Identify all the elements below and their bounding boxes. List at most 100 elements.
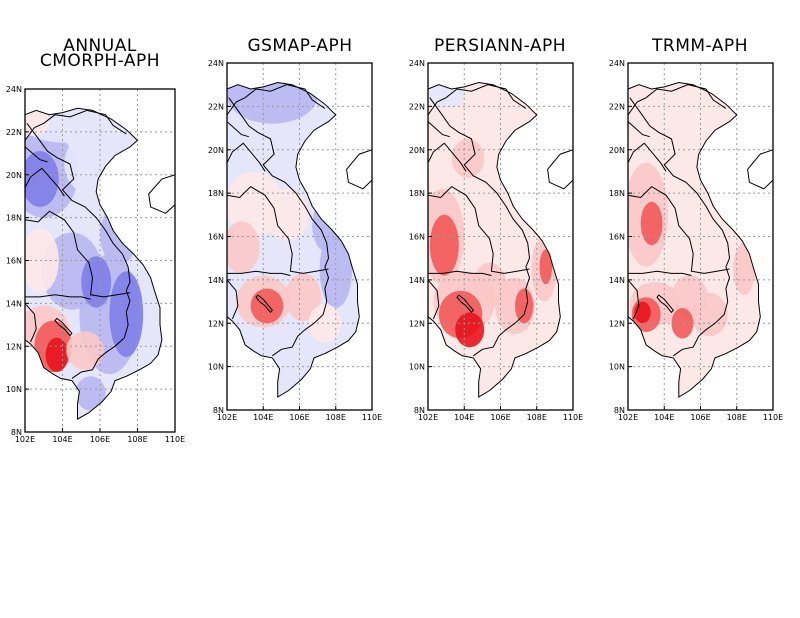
panel-title-gsmap: GSMAP-APH bbox=[247, 36, 353, 56]
y-tick-label: 20N bbox=[609, 146, 625, 155]
anomaly-patch bbox=[45, 337, 69, 372]
y-tick-label: 18N bbox=[609, 189, 625, 198]
y-tick-label: 20N bbox=[208, 146, 224, 155]
country-border bbox=[427, 185, 530, 274]
x-tick-label: 106E bbox=[690, 413, 710, 422]
x-tick-label: 102E bbox=[217, 413, 237, 422]
y-tick-label: 14N bbox=[609, 276, 625, 285]
y-tick-label: 24N bbox=[609, 59, 625, 68]
anomaly-patch bbox=[733, 243, 755, 295]
y-tick-label: 24N bbox=[208, 59, 224, 68]
graticule bbox=[227, 63, 372, 410]
x-tick-label: 102E bbox=[418, 413, 438, 422]
y-tick-label: 10N bbox=[409, 363, 425, 372]
anomaly-patch bbox=[250, 288, 284, 324]
y-tick-label: 10N bbox=[208, 363, 224, 372]
y-tick-label: 10N bbox=[6, 385, 22, 394]
country-border bbox=[26, 123, 131, 379]
anomaly-patch bbox=[227, 221, 260, 274]
country-border bbox=[226, 185, 329, 274]
coastline bbox=[627, 81, 761, 398]
x-tick-label: 104E bbox=[654, 413, 674, 422]
country-border bbox=[24, 303, 37, 343]
y-tick-label: 16N bbox=[208, 233, 224, 242]
country-border bbox=[429, 97, 531, 357]
country-border bbox=[25, 294, 91, 300]
y-tick-label: 14N bbox=[409, 276, 425, 285]
hainan-island bbox=[747, 149, 774, 190]
y-tick-label: 22N bbox=[409, 102, 425, 111]
y-tick-label: 10N bbox=[609, 363, 625, 372]
y-tick-label: 18N bbox=[208, 189, 224, 198]
y-tick-label: 16N bbox=[409, 233, 425, 242]
x-tick-label: 110E bbox=[563, 413, 583, 422]
panel-title-trmm: TRMM-APH bbox=[652, 36, 748, 56]
x-tick-label: 110E bbox=[362, 413, 382, 422]
country-border bbox=[627, 121, 650, 138]
anomaly-patch bbox=[66, 331, 104, 370]
country-border bbox=[226, 121, 249, 138]
country-border bbox=[226, 84, 326, 116]
panel-title-persiann: PERSIANN-APH bbox=[433, 36, 567, 56]
y-tick-label: 24N bbox=[6, 85, 22, 94]
tonle-sap-lake bbox=[54, 317, 73, 337]
y-tick-label: 12N bbox=[208, 319, 224, 328]
country-border bbox=[227, 270, 291, 276]
anomaly-patch bbox=[308, 303, 342, 343]
y-tick-label: 16N bbox=[609, 233, 625, 242]
coastline bbox=[226, 81, 360, 398]
country-border bbox=[427, 121, 450, 138]
country-border bbox=[629, 97, 731, 357]
tonle-sap-lake bbox=[456, 294, 474, 314]
y-tick-label: 22N bbox=[609, 102, 625, 111]
tonle-sap-lake bbox=[255, 294, 273, 314]
country-border bbox=[24, 146, 48, 163]
anomaly-patch bbox=[515, 288, 534, 324]
x-tick-label: 106E bbox=[289, 413, 309, 422]
y-tick-label: 12N bbox=[6, 342, 22, 351]
country-border bbox=[627, 142, 667, 172]
map-panel-trmm: 102E 104E 106E 108E 110E 8N 10N 12N 14N 16N 18N 20N… bbox=[609, 59, 783, 422]
x-tick-label: 102E bbox=[618, 413, 638, 422]
country-border bbox=[228, 97, 330, 357]
y-tick-label: 14N bbox=[208, 276, 224, 285]
anomaly-patch bbox=[285, 273, 322, 322]
anomaly-patch bbox=[634, 301, 651, 324]
country-border bbox=[628, 270, 692, 276]
anomaly-patch bbox=[64, 134, 117, 194]
coastline bbox=[24, 107, 163, 420]
anomaly-patch bbox=[265, 188, 309, 241]
anomaly-patch bbox=[75, 376, 106, 411]
y-tick-label: 8N bbox=[414, 406, 425, 415]
y-tick-label: 16N bbox=[6, 257, 22, 266]
x-tick-label: 108E bbox=[326, 413, 346, 422]
country-border bbox=[24, 109, 127, 141]
map-panel-persiann: 102E 104E 106E 108E 110E 8N 10N 12N 14N 16N 18N 20N… bbox=[409, 59, 583, 422]
coastline bbox=[427, 81, 561, 398]
country-border bbox=[427, 84, 527, 116]
graticule bbox=[628, 63, 773, 410]
y-tick-label: 8N bbox=[213, 406, 224, 415]
anomaly-patch bbox=[640, 201, 663, 246]
map-panel-gsmap: 102E 104E 106E 108E 110E 8N 10N 12N 14N 16N 18N 20N… bbox=[208, 59, 382, 422]
country-border bbox=[428, 270, 492, 276]
anomaly-patch bbox=[429, 214, 459, 276]
hainan-island bbox=[346, 149, 373, 190]
y-tick-label: 12N bbox=[409, 319, 425, 328]
y-tick-label: 20N bbox=[6, 171, 22, 180]
x-tick-label: 108E bbox=[127, 435, 147, 444]
x-tick-label: 104E bbox=[52, 435, 72, 444]
x-tick-label: 104E bbox=[454, 413, 474, 422]
country-border bbox=[24, 167, 65, 197]
y-tick-label: 20N bbox=[409, 146, 425, 155]
x-tick-label: 108E bbox=[527, 413, 547, 422]
y-tick-label: 8N bbox=[11, 428, 22, 437]
country-border bbox=[627, 84, 727, 116]
map-panel-cmorph: 102E 104E 106E 108E 110E 8N 10N 12N 14N 16N 18N 20N… bbox=[6, 85, 185, 444]
country-border bbox=[427, 142, 467, 172]
y-tick-label: 22N bbox=[208, 102, 224, 111]
x-tick-label: 102E bbox=[15, 435, 35, 444]
hainan-island bbox=[547, 149, 574, 190]
country-border bbox=[226, 279, 239, 320]
y-tick-label: 8N bbox=[614, 406, 625, 415]
